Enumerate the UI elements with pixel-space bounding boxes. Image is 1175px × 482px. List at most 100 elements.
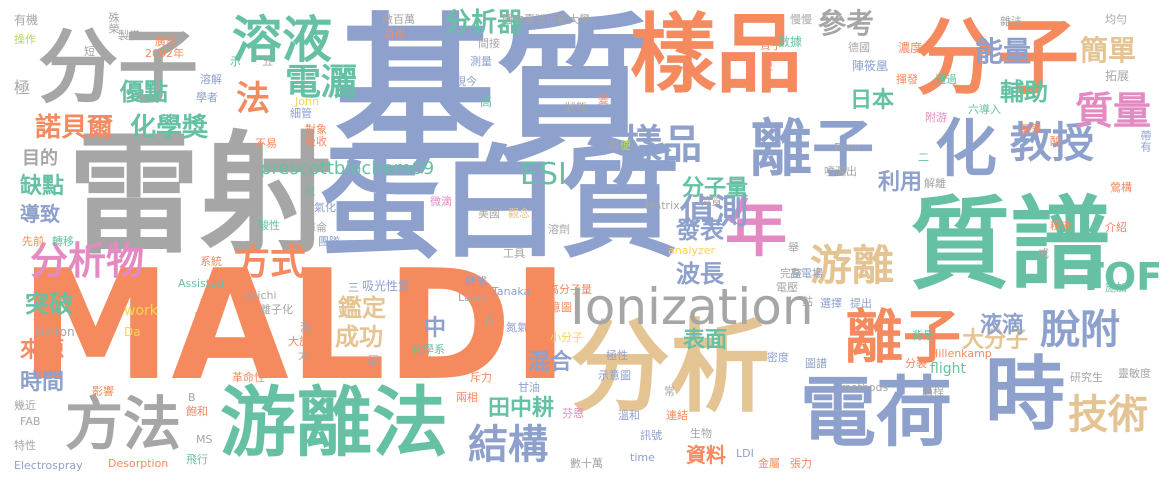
word-john-zh: 約翰 [200, 295, 222, 308]
word-nearly: 幾近 [14, 399, 36, 412]
word-property: 特性 [14, 439, 36, 452]
word-wavelength: 波長 [676, 260, 724, 288]
word-slowly: 慢慢 [790, 13, 812, 26]
word-hillenkamp: Hillenkamp [930, 347, 992, 360]
word-coulomb: 庫侖 [305, 221, 327, 234]
word-honor: 殊榮 [107, 12, 120, 34]
word-mass: 質量 [1075, 89, 1152, 133]
word-charge-mass: 荷質 [700, 195, 722, 208]
word-change: 變 [598, 93, 609, 106]
word-japan: 日本 [850, 88, 895, 113]
word-often: 常 [664, 385, 675, 398]
word-fuyou: 附游 [925, 111, 947, 124]
word-acidic: 酸性 [258, 219, 280, 232]
word-molecule-b: 分子 [38, 21, 198, 114]
word-purpose: 目的 [22, 148, 58, 169]
word-prepare: 製備 [118, 29, 140, 42]
word-schematic: 示意圖 [598, 369, 631, 382]
word-analyzer-en: analyzer [668, 244, 716, 257]
word-laser-en: Laser [458, 291, 488, 304]
word-year: 年 [725, 192, 788, 265]
word-electrospray: 電灑 [285, 62, 358, 103]
word-concentration: 濃度 [898, 41, 923, 55]
word-tof: TOF [1078, 255, 1163, 299]
word-charge: 電荷 [800, 368, 952, 457]
word-absorb: 吸收 [305, 135, 327, 148]
word-flight: flight [930, 361, 966, 377]
word-glycerol: 甘油 [518, 381, 540, 394]
word-data-b: 數據 [778, 35, 803, 49]
word-high-field: 高電場 [790, 267, 823, 280]
word-process: 過程 [922, 385, 944, 398]
word-intent: 意圖 [550, 301, 572, 314]
word-previous: 先前 [22, 235, 44, 248]
word-state: 狀態 [565, 101, 587, 114]
word-small-molecule: 小分子 [550, 331, 583, 344]
word-energy: 能量 [975, 35, 1032, 68]
word-esi: ESI [520, 157, 567, 192]
word-tension: 張力 [790, 457, 812, 470]
word-technique: 技術 [1068, 392, 1148, 438]
word-revolutionary: 革命性 [232, 371, 265, 384]
word-time: 時 [985, 348, 1065, 441]
word-matrix-en: Matrix [645, 199, 680, 212]
word-method: 方法 [65, 390, 182, 458]
word-detect: 偵測 [680, 192, 748, 232]
word-volatile: 揮發 [896, 73, 918, 86]
word-not-easy: 不易 [255, 137, 277, 150]
word-jie: 皆 [484, 315, 495, 328]
word-protein: 蛋白質 [320, 135, 680, 274]
word-tool: 工具 [503, 247, 525, 260]
word-publish: 發表 [676, 216, 724, 244]
word-scholar: 學者 [196, 91, 218, 104]
word-convert: 轉成 [465, 275, 487, 288]
word-high-mw: 高分子量 [548, 283, 592, 296]
word-surface: 表面 [683, 328, 728, 353]
word-ion-b: 離子 [845, 303, 962, 371]
word-organic: 有機 [14, 13, 39, 27]
word-time-span: 時間 [20, 370, 65, 395]
word-droplet: 液滴 [980, 313, 1025, 338]
word-breakthrough: 突破 [25, 290, 73, 318]
word-dissociate: 解離 [924, 177, 946, 190]
word-mix: 混合 [528, 350, 573, 375]
word-capillary: 細管 [290, 107, 312, 120]
word-professor: 教授 [1010, 118, 1095, 167]
word-more: 更 [762, 59, 773, 72]
word-macromolecule: 大分子 [962, 328, 1029, 353]
word-work: work [124, 303, 158, 319]
word-tai: 太 [298, 349, 309, 362]
word-electrospray-en: Electrospray [14, 459, 83, 472]
word-proton: 質子 [760, 39, 782, 52]
word-cause: 導致 [20, 202, 60, 226]
word-data: 資料 [686, 443, 726, 467]
word-advantage: 優點 [120, 78, 168, 106]
word-tanaka-koichi: 田中耕 [488, 396, 555, 421]
word-solution: 溶液 [232, 11, 332, 69]
word-propose: 提出 [850, 297, 872, 310]
word-desorption: Desorption [108, 457, 169, 470]
word-cobalt: 鈷 [802, 295, 813, 308]
word-convenient: 便 [620, 139, 631, 152]
word-greater: 大於 [288, 335, 310, 348]
word-grad-student: 研究生 [1070, 371, 1103, 384]
word-dalton: Dalton [35, 325, 75, 339]
word-select: 選擇 [820, 297, 842, 310]
word-methods: methods [840, 381, 889, 394]
word-chem-prize: 化學獎 [130, 113, 209, 143]
word-polarity: 極性 [606, 349, 628, 362]
word-expand: 拓展 [1105, 69, 1130, 83]
word-middle: 中 [424, 316, 447, 341]
word-mild: 溫和 [618, 409, 640, 422]
word-analyte: 分析物 [30, 239, 145, 283]
word-success: 成功 [335, 323, 383, 351]
word-introduction: 介紹 [1105, 221, 1127, 234]
word-biochem: 生化 [332, 361, 354, 374]
word-acid: 酸 [1050, 135, 1061, 148]
word-zafa: 雜法 [1000, 15, 1022, 28]
word-assisted: Assisted [178, 277, 224, 290]
word-fenn-zh: 芬恩 [562, 407, 584, 420]
word-dissolve: 溶解 [200, 73, 222, 86]
word-source: 來源 [20, 338, 65, 363]
word-complete: 完整 [780, 267, 802, 280]
